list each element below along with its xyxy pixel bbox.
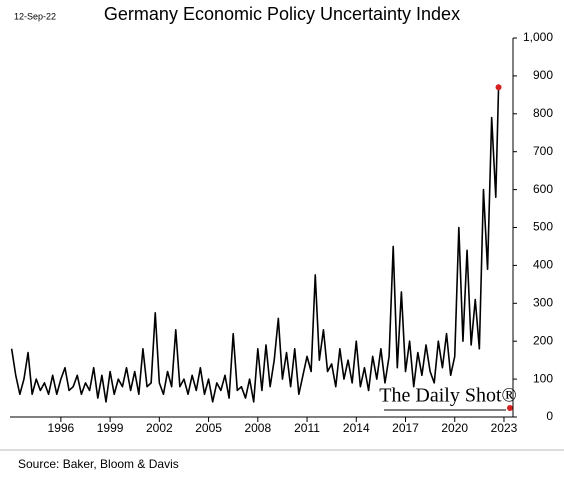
- y-tick-label: 900: [533, 68, 553, 82]
- x-tick-label: 2014: [343, 421, 370, 435]
- x-tick-label: 2002: [146, 421, 173, 435]
- x-tick-label: 2023: [491, 421, 518, 435]
- y-tick-label: 500: [533, 220, 553, 234]
- y-tick-label: 0: [546, 409, 553, 423]
- x-tick-label: 2020: [441, 421, 468, 435]
- x-tick-label: 2011: [294, 421, 320, 435]
- y-tick-label: 100: [533, 371, 553, 385]
- chart-title: Germany Economic Policy Uncertainty Inde…: [104, 4, 460, 24]
- y-tick-label: 200: [533, 333, 553, 347]
- y-tick-label: 400: [533, 258, 553, 272]
- x-tick-label: 2008: [244, 421, 271, 435]
- y-tick-label: 800: [533, 106, 553, 120]
- watermark: The Daily Shot®: [379, 385, 516, 407]
- logo-dot: [507, 405, 513, 411]
- x-tick-label: 2017: [392, 421, 419, 435]
- x-tick-label: 1996: [48, 421, 75, 435]
- y-tick-label: 300: [533, 295, 553, 309]
- y-tick-label: 700: [533, 144, 553, 158]
- series-line: [10, 87, 500, 403]
- date-label: 12-Sep-22: [14, 11, 56, 21]
- y-tick-label: 600: [533, 182, 553, 196]
- y-tick-label: 1,000: [523, 30, 553, 44]
- source: Source: Baker, Bloom & Davis: [18, 457, 179, 471]
- end-marker: [495, 84, 502, 91]
- x-tick-label: 1999: [97, 421, 124, 435]
- x-tick-label: 2005: [195, 421, 222, 435]
